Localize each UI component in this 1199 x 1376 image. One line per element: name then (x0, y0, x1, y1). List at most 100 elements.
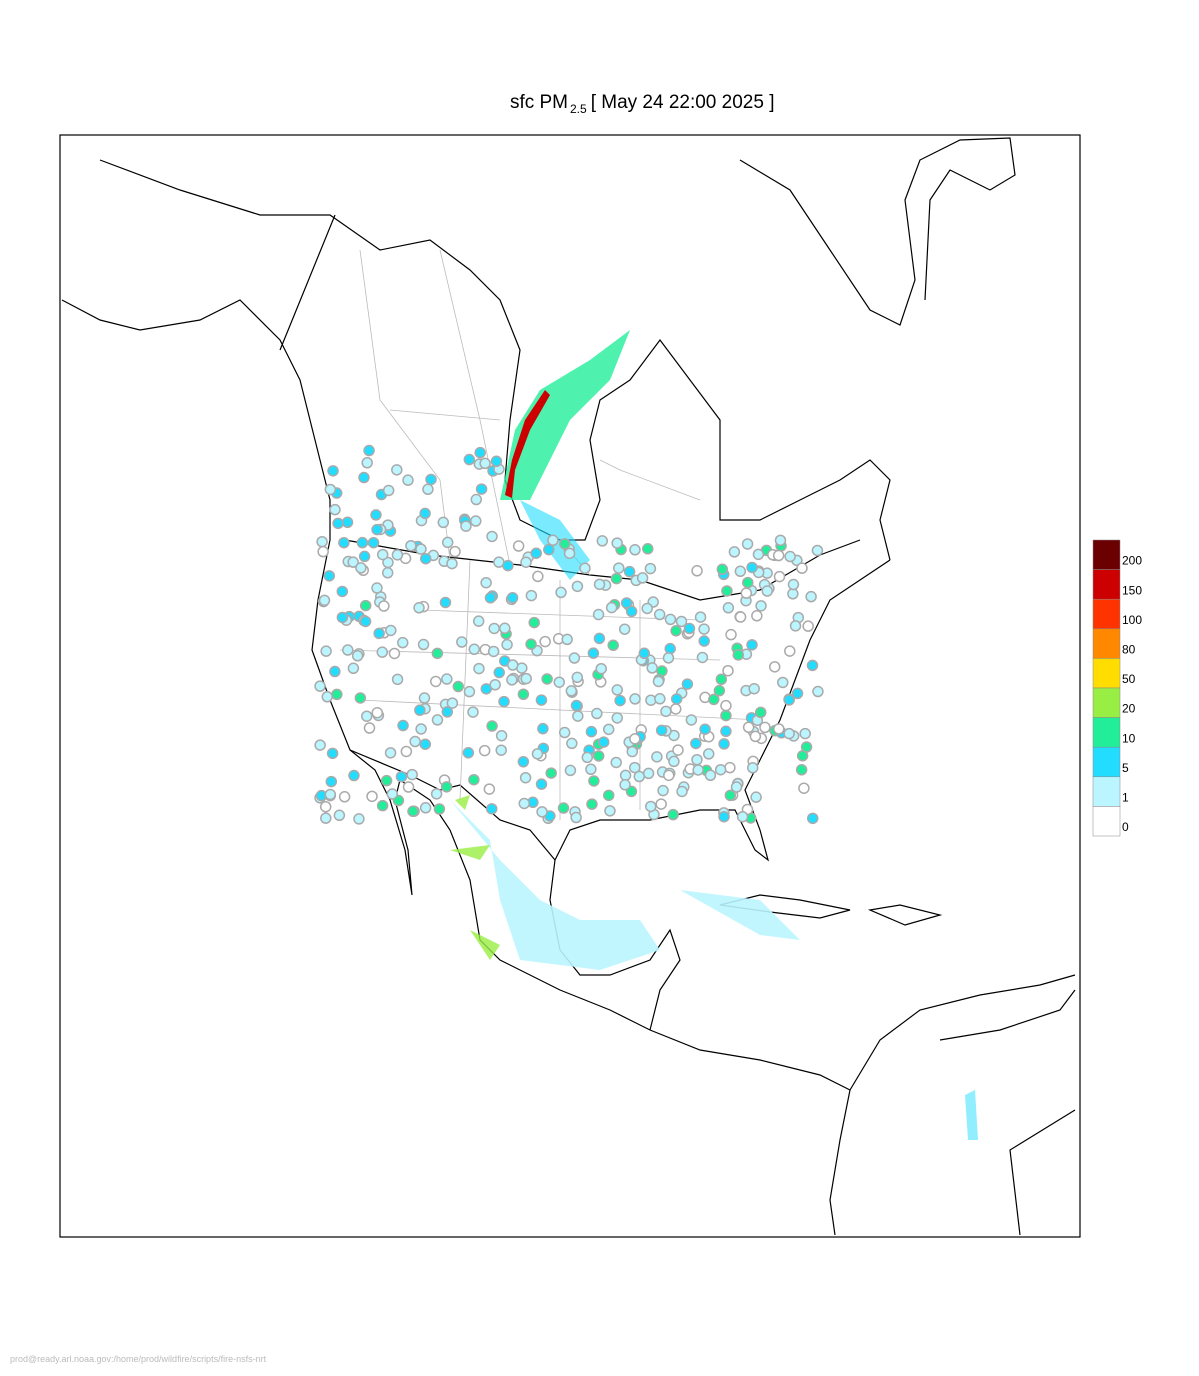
station-dot (741, 538, 754, 550)
station-dot (611, 537, 623, 549)
station-dot (805, 590, 817, 603)
station-dot (655, 724, 668, 737)
station-dot (384, 747, 397, 759)
station-dot (791, 687, 804, 700)
station-dot (373, 627, 385, 640)
station-dot (400, 745, 413, 758)
station-dot (376, 799, 389, 812)
station-dot (382, 484, 395, 497)
station-dot (667, 808, 679, 821)
colorbar-label: 0 (1122, 820, 1129, 834)
station-dot (378, 600, 390, 612)
station-dot (499, 622, 511, 635)
station-dot (486, 720, 498, 732)
station-dot (742, 576, 754, 589)
station-dot (692, 764, 704, 776)
station-dot (386, 788, 399, 800)
station-dot (520, 556, 532, 568)
station-dot (397, 719, 409, 732)
station-dot (728, 546, 741, 558)
station-dot (783, 694, 795, 706)
station-dot (321, 691, 333, 703)
station-dot (498, 695, 510, 708)
station-dot (563, 547, 576, 560)
station-dot (489, 678, 501, 691)
station-dot (363, 444, 375, 457)
station-dot (604, 805, 616, 817)
station-dot (536, 806, 548, 818)
station-dot (749, 730, 762, 743)
station-dot (777, 676, 789, 689)
station-dot (579, 562, 591, 574)
colorbar-box (1092, 687, 1121, 718)
colorbar-label: 20 (1122, 702, 1136, 716)
station-dot (419, 802, 432, 814)
station-dot (655, 798, 667, 810)
station-dot (593, 578, 606, 591)
station-dot (636, 572, 649, 584)
station-dot (437, 516, 450, 529)
station-dot (698, 635, 710, 647)
colorbar-label: 10 (1122, 731, 1136, 745)
station-dot (317, 545, 329, 558)
station-dot (391, 673, 404, 686)
station-dot (714, 763, 727, 776)
station-dot (371, 706, 384, 719)
station-dot (380, 774, 393, 787)
station-dot (668, 755, 680, 768)
station-dot (613, 562, 625, 574)
station-dot (638, 647, 651, 660)
station-dot (789, 620, 802, 632)
station-dot (419, 552, 432, 565)
station-dot (722, 664, 734, 677)
station-dot (592, 608, 605, 621)
station-dot (376, 646, 388, 658)
station-dot (512, 540, 525, 552)
stations (314, 444, 824, 825)
station-dot (418, 692, 431, 704)
station-dot (626, 745, 639, 758)
station-dot (610, 756, 622, 769)
station-dot (333, 809, 346, 822)
station-dot (363, 722, 376, 734)
station-dot (663, 769, 675, 782)
station-dot (724, 761, 736, 774)
station-dot (441, 673, 453, 685)
station-dot (611, 712, 623, 724)
station-dot (348, 769, 360, 782)
station-dot (396, 636, 409, 649)
smoke-plume (500, 330, 630, 500)
station-dot (532, 570, 544, 583)
station-dot (704, 769, 717, 782)
station-dot (716, 563, 729, 576)
station-dot (318, 594, 331, 607)
colorbar-box (1092, 717, 1121, 748)
colorbar-label: 150 (1122, 583, 1142, 597)
station-dot (331, 688, 343, 701)
colorbar-label: 100 (1122, 613, 1142, 627)
station-dot (623, 565, 636, 578)
station-dot (314, 680, 326, 692)
station-dot (651, 751, 663, 763)
station-dot (502, 559, 514, 572)
station-dot (409, 735, 421, 748)
station-dot (425, 473, 437, 486)
station-dot (690, 737, 702, 750)
station-dot (414, 704, 426, 716)
station-dot (698, 623, 710, 635)
station-dot (336, 611, 349, 624)
station-dot (486, 530, 498, 543)
station-dot (495, 729, 508, 742)
haze-mexico-green (450, 795, 500, 960)
station-dot (359, 615, 372, 628)
station-dot (319, 800, 332, 813)
station-dot (566, 737, 578, 750)
station-dot (755, 600, 767, 612)
station-dot (713, 684, 726, 697)
station-dot (646, 662, 658, 674)
coastline (61, 299, 1076, 1091)
station-dot (391, 464, 403, 476)
station-dot (456, 636, 468, 648)
station-dot (732, 649, 745, 661)
